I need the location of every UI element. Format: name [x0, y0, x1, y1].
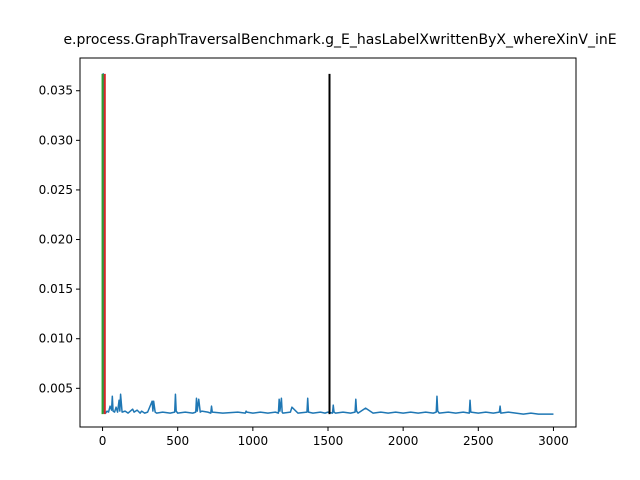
y-tick-label: 0.035 [39, 84, 73, 98]
y-axis-ticks: 0.005 0.010 0.015 0.020 0.025 0.030 0.035 [39, 84, 80, 395]
series-line-0 [102, 73, 554, 415]
y-tick-label: 0.005 [39, 381, 73, 395]
x-axis-ticks: 0 500 1000 1500 2000 2500 3000 [99, 427, 569, 448]
x-tick-label: 3000 [538, 434, 569, 448]
chart-title: e.process.GraphTraversalBenchmark.g_E_ha… [63, 32, 617, 48]
x-tick-label: 0 [99, 434, 107, 448]
vline-layer [101, 73, 331, 415]
plot-area [80, 58, 576, 427]
y-tick-label: 0.020 [39, 233, 73, 247]
y-tick-label: 0.025 [39, 183, 73, 197]
series-layer [102, 73, 554, 415]
y-tick-label: 0.015 [39, 282, 73, 296]
y-tick-label: 0.030 [39, 133, 73, 147]
x-tick-label: 2500 [463, 434, 494, 448]
y-tick-label: 0.010 [39, 332, 73, 346]
x-tick-label: 1500 [313, 434, 344, 448]
x-tick-label: 2000 [388, 434, 419, 448]
x-tick-label: 1000 [238, 434, 269, 448]
plot-frame [79, 57, 577, 428]
x-tick-label: 500 [166, 434, 189, 448]
